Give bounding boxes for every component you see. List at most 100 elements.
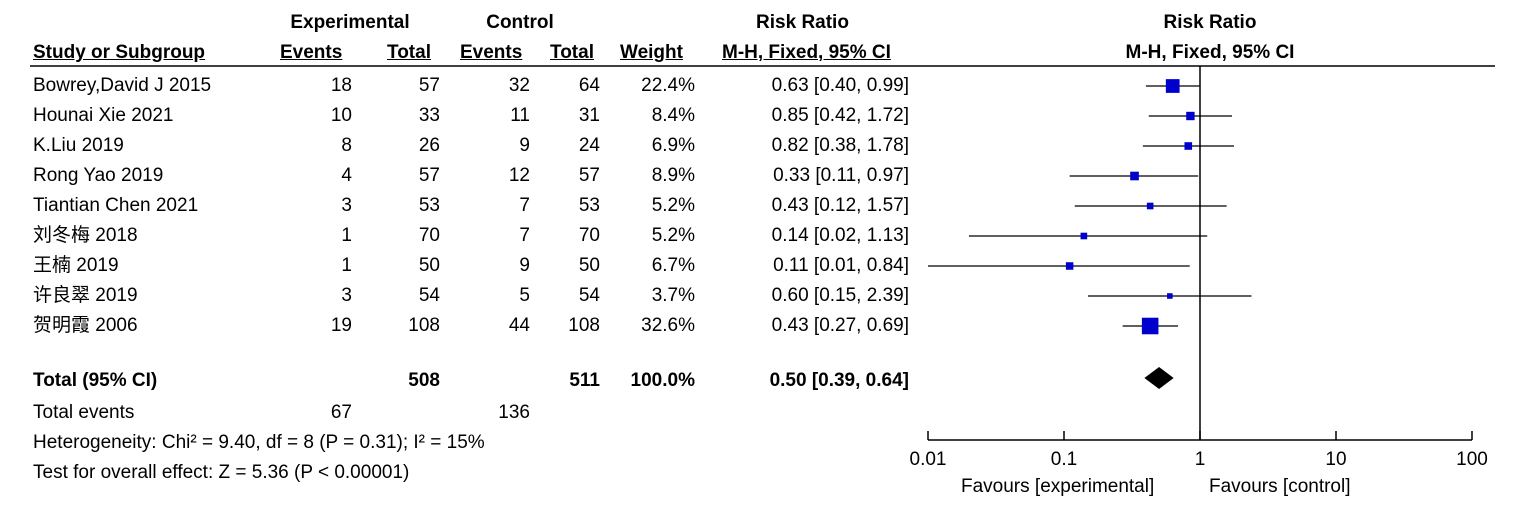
study-name: Tiantian Chen 2021 xyxy=(33,195,199,216)
study-name: 王楠 2019 xyxy=(33,255,119,276)
ctl-events: 7 xyxy=(519,225,530,246)
exp-total: 50 xyxy=(418,255,440,276)
study-marker xyxy=(1167,293,1173,299)
total-events-label: Total events xyxy=(33,402,135,423)
header-plot-method: M-H, Fixed, 95% CI xyxy=(1125,42,1295,63)
exp-total: 26 xyxy=(418,135,440,156)
ci-text: 0.14 [0.02, 1.13] xyxy=(771,225,909,246)
overall-effect-text: Test for overall effect: Z = 5.36 (P < 0… xyxy=(33,462,410,483)
total-label: Total (95% CI) xyxy=(33,370,158,391)
total-weight: 100.0% xyxy=(630,370,695,391)
study-marker xyxy=(1065,262,1074,270)
total-ci: 0.50 [0.39, 0.64] xyxy=(769,370,909,391)
exp-total: 108 xyxy=(408,315,440,336)
ctl-total: 31 xyxy=(578,105,600,126)
ctl-events: 11 xyxy=(510,105,530,126)
total-exp-total: 508 xyxy=(408,370,440,391)
exp-events: 10 xyxy=(330,105,352,126)
ci-text: 0.63 [0.40, 0.99] xyxy=(771,75,909,96)
study-name: Rong Yao 2019 xyxy=(33,165,164,186)
header-control: Control xyxy=(486,12,554,33)
exp-total: 53 xyxy=(418,195,440,216)
x-tick-label: 10 xyxy=(1325,449,1347,470)
study-name: K.Liu 2019 xyxy=(33,135,124,156)
ctl-total: 50 xyxy=(578,255,600,276)
study-name: 许良翠 2019 xyxy=(33,285,138,306)
weight: 5.2% xyxy=(651,225,695,246)
exp-total: 57 xyxy=(418,165,440,186)
header-study: Study or Subgroup xyxy=(33,42,206,63)
exp-events: 4 xyxy=(341,165,352,186)
total-ctl-total: 511 xyxy=(569,370,600,391)
study-name: 贺明霞 2006 xyxy=(33,315,138,336)
ci-text: 0.82 [0.38, 1.78] xyxy=(771,135,909,156)
ci-text: 0.43 [0.27, 0.69] xyxy=(771,315,909,336)
header-rr-method: M-H, Fixed, 95% CI xyxy=(722,42,891,63)
ci-text: 0.11 [0.01, 0.84] xyxy=(773,255,909,276)
ctl-events: 44 xyxy=(508,315,530,336)
favours-right-label: Favours [control] xyxy=(1209,476,1351,497)
ci-text: 0.33 [0.11, 0.97] xyxy=(773,165,909,186)
ctl-events: 32 xyxy=(508,75,530,96)
favours-left-label: Favours [experimental] xyxy=(961,476,1155,497)
exp-events: 3 xyxy=(341,195,352,216)
total-events-ctl: 136 xyxy=(498,402,530,423)
study-name: Hounai Xie 2021 xyxy=(33,105,174,126)
ci-text: 0.60 [0.15, 2.39] xyxy=(771,285,909,306)
x-tick-label: 100 xyxy=(1456,449,1488,470)
heterogeneity-text: Heterogeneity: Chi² = 9.40, df = 8 (P = … xyxy=(33,432,485,453)
ci-text: 0.43 [0.12, 1.57] xyxy=(771,195,909,216)
study-marker xyxy=(1080,232,1088,240)
weight: 6.9% xyxy=(651,135,695,156)
exp-events: 3 xyxy=(341,285,352,306)
weight: 5.2% xyxy=(651,195,695,216)
study-name: Bowrey,David J 2015 xyxy=(33,75,212,96)
header-weight: Weight xyxy=(620,42,683,63)
ctl-events: 5 xyxy=(519,285,530,306)
study-marker xyxy=(1165,79,1180,93)
ctl-events: 12 xyxy=(508,165,530,186)
exp-total: 57 xyxy=(418,75,440,96)
weight: 8.4% xyxy=(651,105,695,126)
exp-events: 8 xyxy=(341,135,352,156)
ctl-total: 54 xyxy=(578,285,600,306)
header-exp-total: Total xyxy=(387,42,431,63)
header-experimental: Experimental xyxy=(290,12,410,33)
exp-events: 19 xyxy=(330,315,352,336)
exp-events: 1 xyxy=(341,225,352,246)
header-risk-ratio-table: Risk Ratio xyxy=(756,12,849,33)
total-events-exp: 67 xyxy=(330,402,352,423)
study-marker xyxy=(1186,111,1195,121)
weight: 3.7% xyxy=(651,285,695,306)
header-exp-events: Events xyxy=(280,42,343,63)
weight: 22.4% xyxy=(641,75,695,96)
study-marker xyxy=(1146,202,1154,210)
ctl-total: 70 xyxy=(578,225,600,246)
ctl-total: 53 xyxy=(578,195,600,216)
study-marker xyxy=(1130,171,1139,181)
weight: 6.7% xyxy=(651,255,695,276)
x-tick-label: 1 xyxy=(1194,449,1206,470)
exp-events: 1 xyxy=(341,255,352,276)
exp-total: 33 xyxy=(418,105,440,126)
x-tick-label: 0.1 xyxy=(1050,449,1078,470)
exp-total: 54 xyxy=(418,285,440,306)
weight: 32.6% xyxy=(641,315,695,336)
ctl-events: 9 xyxy=(519,135,530,156)
ctl-total: 64 xyxy=(578,75,600,96)
header-ctl-total: Total xyxy=(550,42,594,63)
ctl-total: 108 xyxy=(568,315,600,336)
study-name: 刘冬梅 2018 xyxy=(33,225,138,246)
x-tick-label: 0.01 xyxy=(909,449,947,470)
pooled-diamond xyxy=(1144,367,1174,389)
study-marker xyxy=(1184,142,1193,150)
ctl-total: 24 xyxy=(578,135,600,156)
header-risk-ratio-plot: Risk Ratio xyxy=(1163,12,1257,33)
exp-events: 18 xyxy=(330,75,352,96)
study-marker xyxy=(1141,317,1159,335)
weight: 8.9% xyxy=(651,165,695,186)
ctl-total: 57 xyxy=(578,165,600,186)
ctl-events: 7 xyxy=(519,195,530,216)
ctl-events: 9 xyxy=(519,255,530,276)
